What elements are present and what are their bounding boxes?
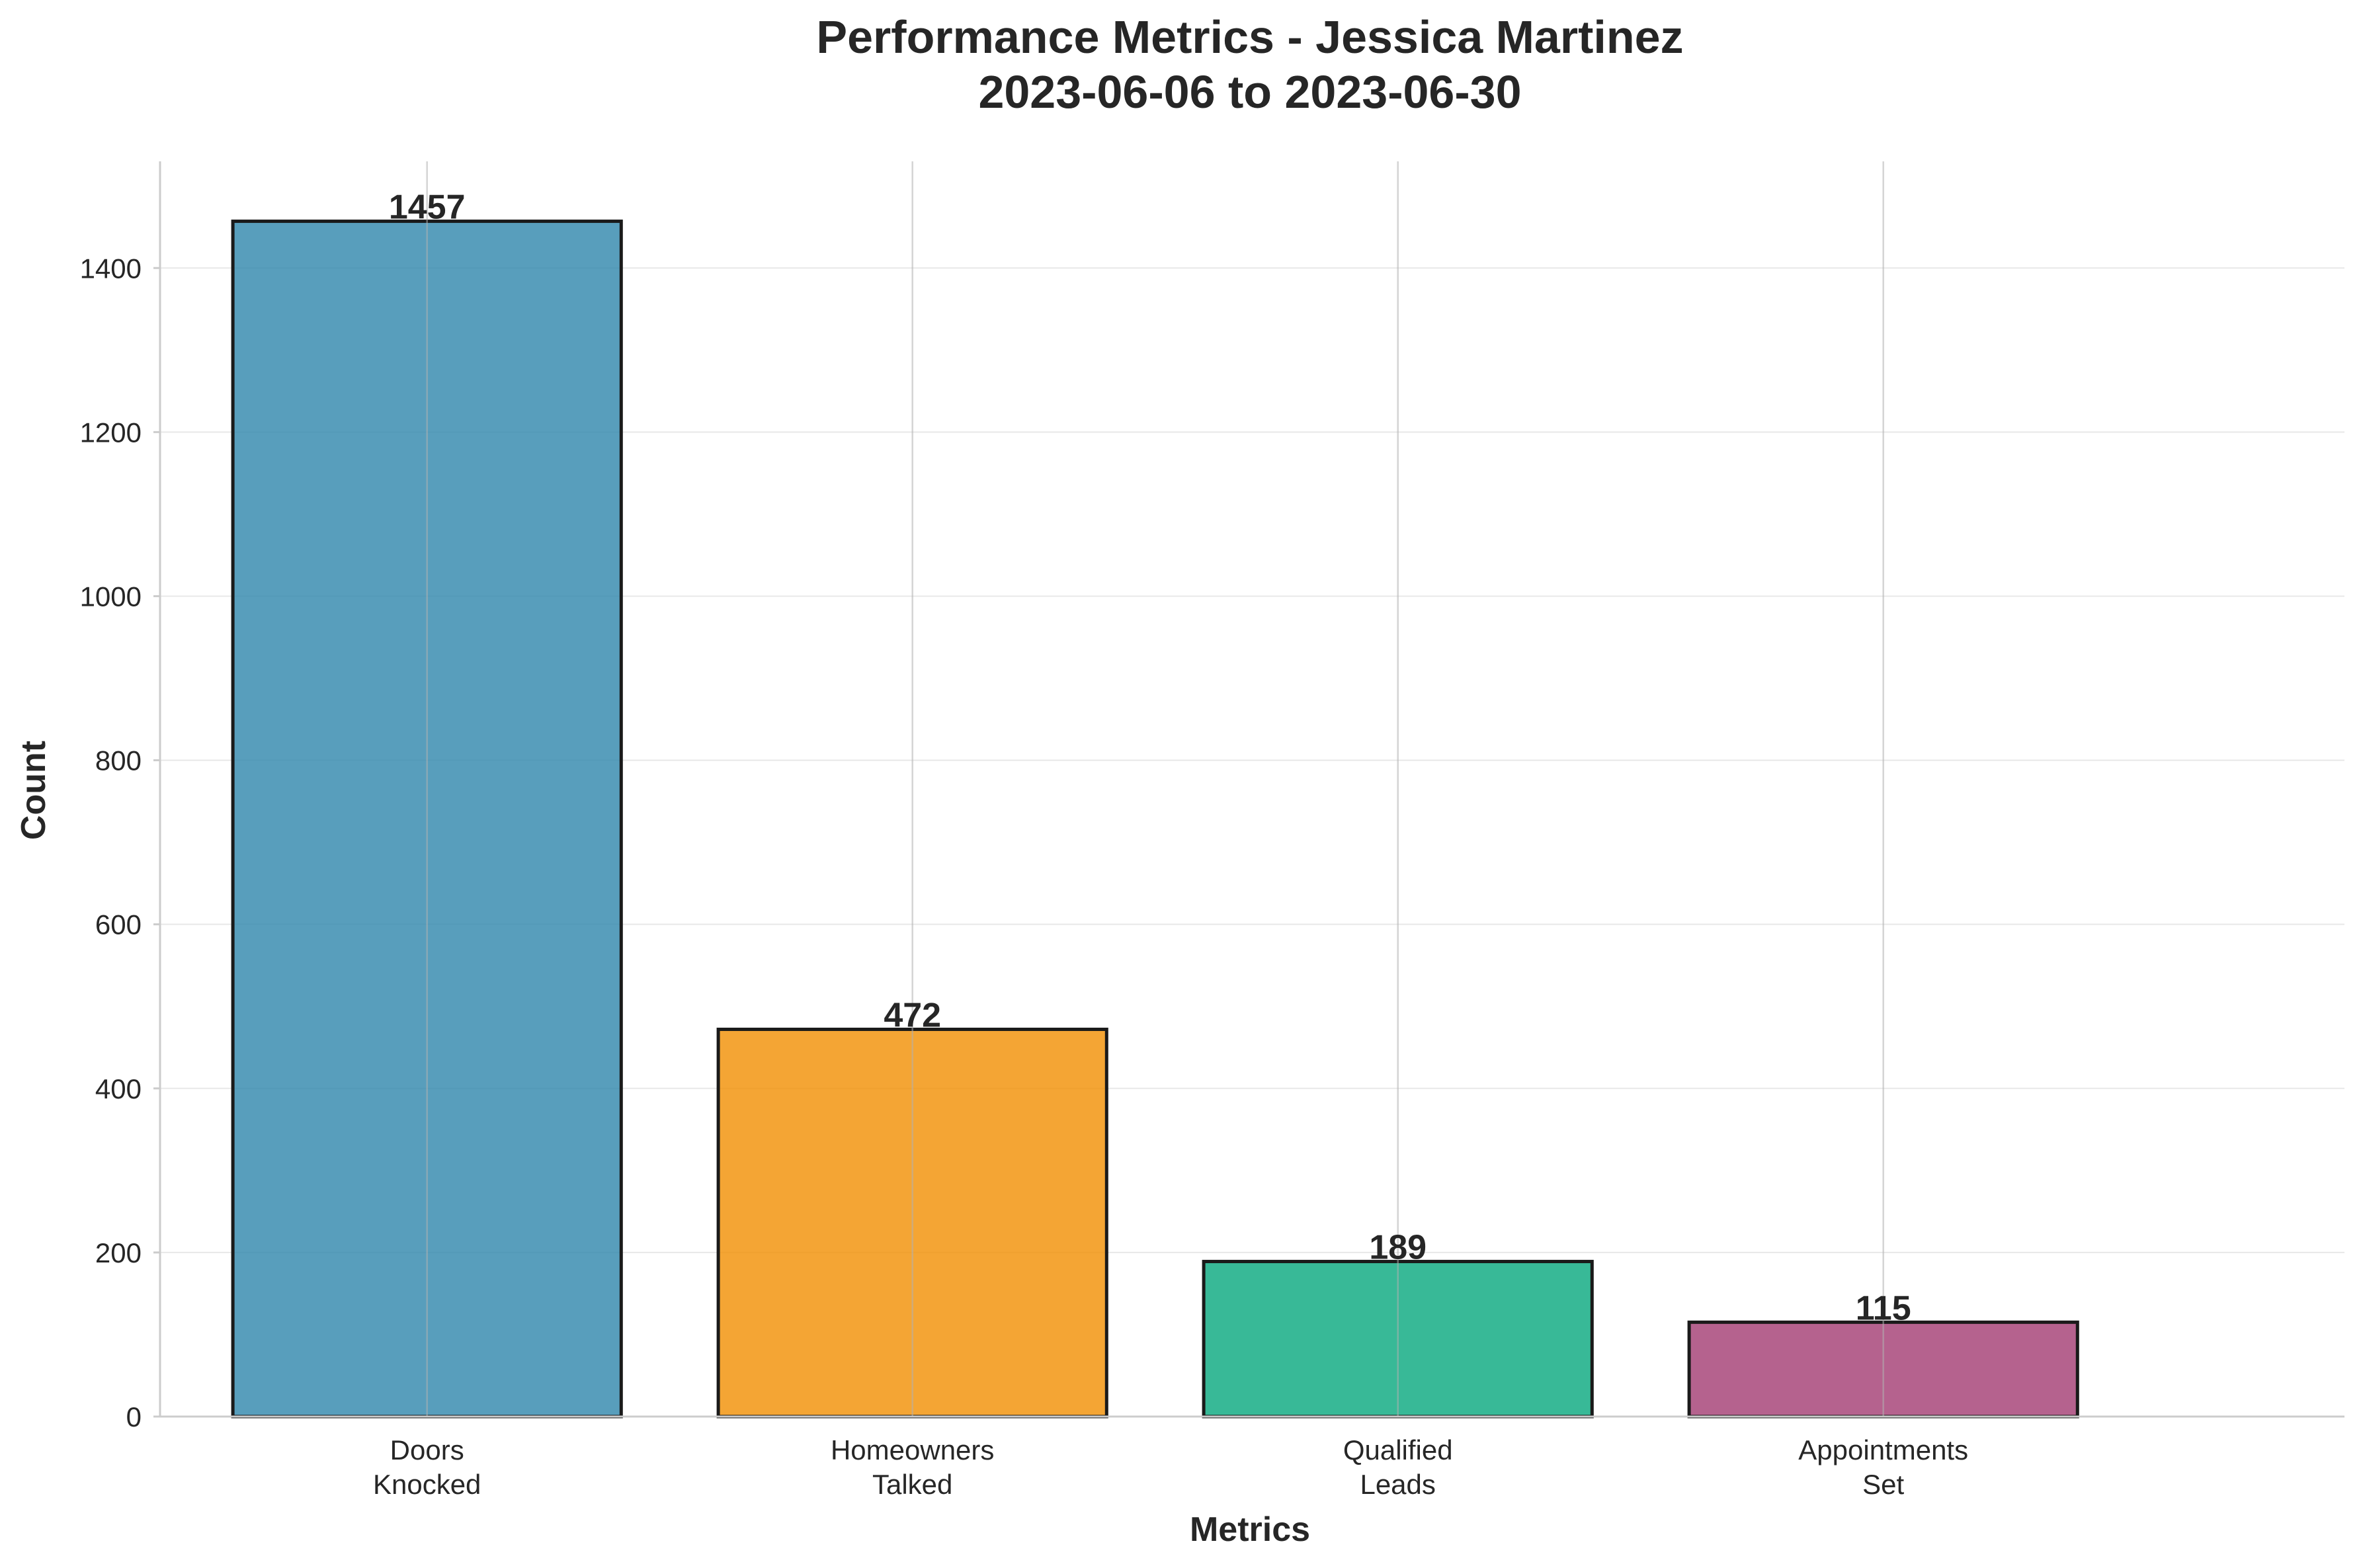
x-tick-label: Qualified: [1343, 1434, 1453, 1465]
y-tick-label: 200: [95, 1237, 142, 1268]
chart-title: Performance Metrics - Jessica Martinez: [816, 11, 1683, 63]
y-tick-labels: 0 200 400 600 800 1000 1200 1400: [80, 253, 160, 1432]
x-tick-label: Knocked: [373, 1469, 481, 1500]
y-tick-label: 800: [95, 745, 142, 776]
x-tick-label: Doors: [390, 1434, 464, 1465]
x-tick-label: Set: [1862, 1469, 1904, 1500]
y-tick-label: 0: [126, 1401, 142, 1432]
x-tick-label: Leads: [1360, 1469, 1435, 1500]
bar-value-label: 472: [884, 996, 941, 1034]
y-tick-label: 600: [95, 909, 142, 940]
chart-subtitle: 2023-06-06 to 2023-06-30: [978, 66, 1521, 118]
x-axis-label: Metrics: [1190, 1510, 1310, 1549]
vertical-gridlines: [426, 161, 1884, 1417]
x-tick-label: Homeowners: [831, 1434, 994, 1465]
bar-value-label: 189: [1369, 1229, 1427, 1267]
y-tick-label: 400: [95, 1073, 142, 1104]
y-tick-label: 1200: [80, 417, 142, 448]
y-tick-label: 1000: [80, 581, 142, 612]
axes: [159, 161, 2344, 1418]
data-labels: 1457 472 189 115: [389, 188, 1911, 1328]
bar-value-label: 115: [1856, 1289, 1911, 1327]
x-tick-label: Talked: [872, 1469, 952, 1500]
bar-value-label: 1457: [389, 188, 466, 227]
y-axis-label: Count: [15, 741, 53, 840]
y-tick-label: 1400: [80, 253, 142, 284]
x-tick-label: Appointments: [1798, 1434, 1968, 1465]
x-tick-labels: Doors Knocked Homeowners Talked Qualified Lea…: [373, 1434, 1968, 1500]
